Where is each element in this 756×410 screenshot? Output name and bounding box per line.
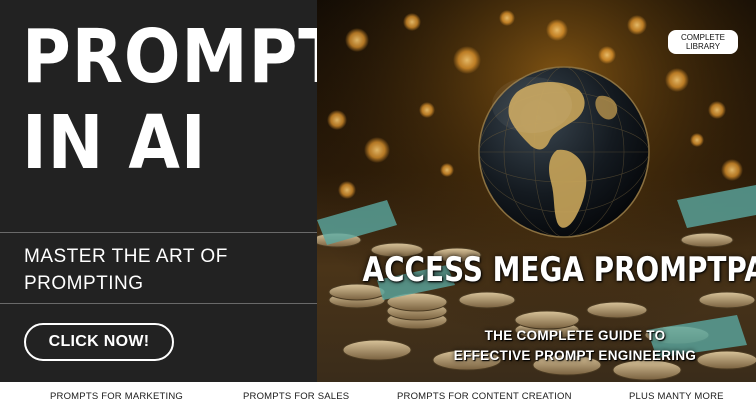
- footer-item-marketing: PROMPTS FOR MARKETING: [50, 391, 183, 402]
- promo-subtitle: THE COMPLETE GUIDE TO EFFECTIVE PROMPT E…: [440, 326, 710, 366]
- subheading: MASTER THE ART OF PROMPTING: [24, 246, 228, 294]
- globe-on-coins-illustration: [317, 0, 756, 382]
- complete-library-badge: COMPLETE LIBRARY: [668, 30, 738, 54]
- divider-top: [0, 232, 317, 233]
- headline-line-2: IN AI: [22, 100, 207, 186]
- footer-item-more: PLUS MANTY MORE: [629, 391, 724, 402]
- hero-photo: [317, 0, 756, 382]
- promo-title: ACCESS MEGA PROMPTPACK: [362, 250, 756, 290]
- promo-subtitle-line-2: EFFECTIVE PROMPT ENGINEERING: [453, 348, 697, 363]
- footer-strip: PROMPTS FOR MARKETING PROMPTS FOR SALES …: [0, 382, 756, 410]
- left-panel: [0, 0, 317, 382]
- footer-item-content-creation: PROMPTS FOR CONTENT CREATION: [397, 391, 572, 402]
- promo-subtitle-line-1: THE COMPLETE GUIDE TO: [484, 328, 666, 343]
- click-now-button[interactable]: CLICK NOW!: [24, 323, 174, 361]
- divider-bottom: [0, 303, 317, 304]
- footer-item-sales: PROMPTS FOR SALES: [243, 391, 350, 402]
